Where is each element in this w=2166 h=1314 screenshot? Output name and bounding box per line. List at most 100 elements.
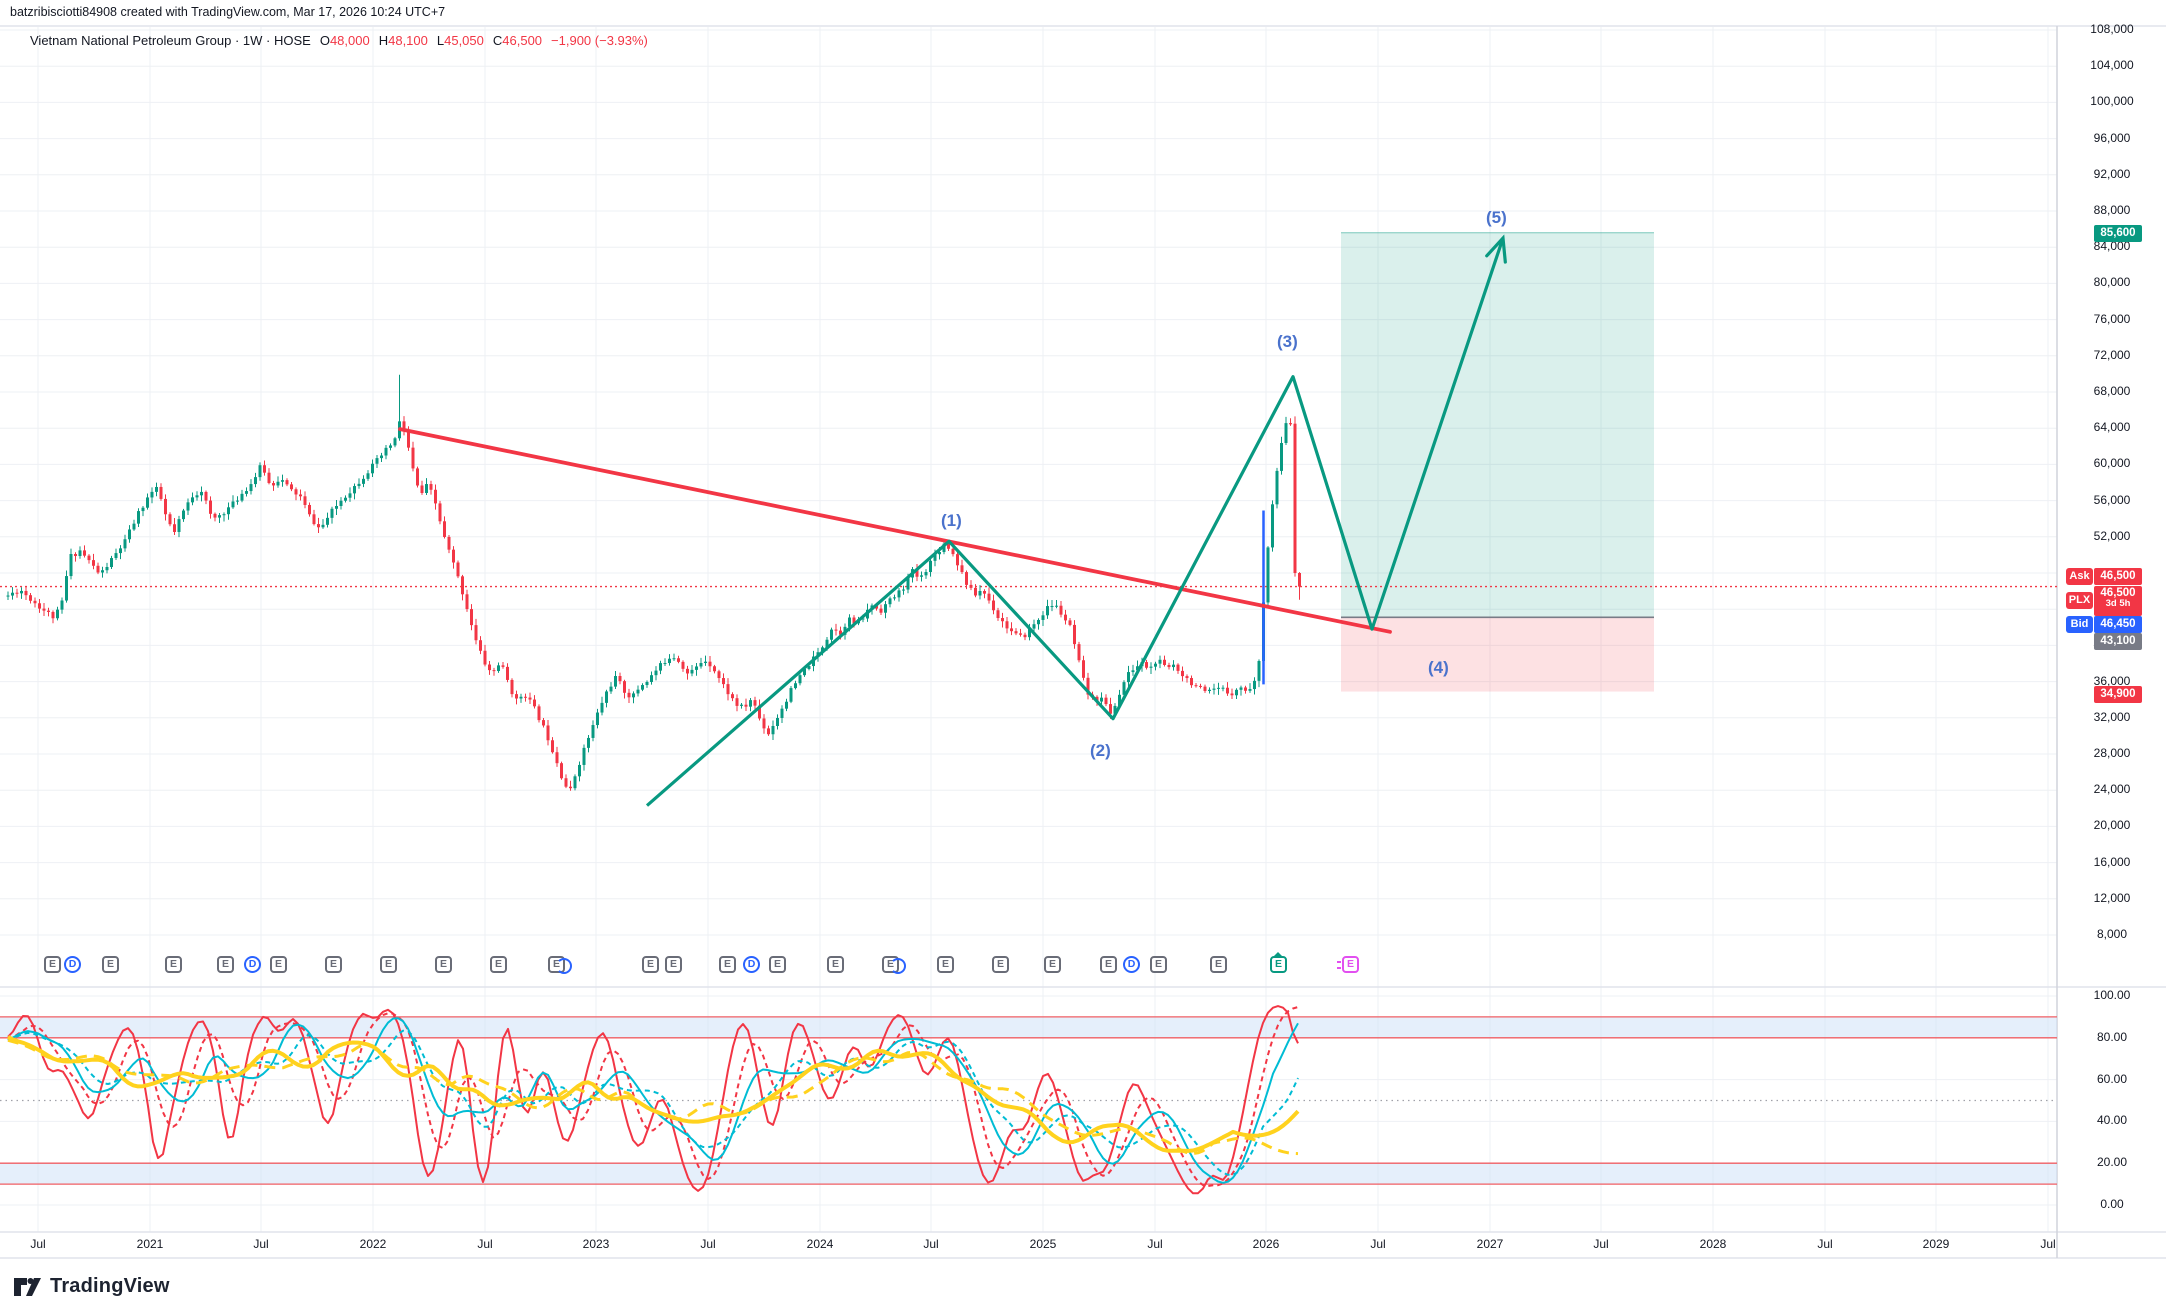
ohlc-close: C46,500 [492,33,543,48]
price-tick: 60,000 [2093,456,2131,471]
tradingview-logo[interactable]: TradingView [13,1274,170,1298]
earnings-marker[interactable]: E [380,956,397,973]
target-price-tag: 85,600 [2094,225,2142,242]
wave-label-5[interactable]: (5) [1486,208,1507,227]
earnings-marker[interactable]: E [992,956,1009,973]
earnings-marker[interactable]: E [719,956,736,973]
dividend-marker[interactable]: D [64,956,81,973]
earnings-marker[interactable]: E [435,956,452,973]
wave-label-2[interactable]: (2) [1090,741,1111,760]
time-tick: Jul [1593,1237,1609,1251]
projection-boxes[interactable] [1341,232,1654,692]
earnings-marker[interactable]: E [548,956,572,974]
time-tick: 2021 [136,1237,164,1251]
price-tick: 68,000 [2093,384,2131,398]
tradingview-logo-icon [14,1278,41,1296]
stop-price-tag: 34,900 [2094,686,2142,703]
symbol-mini-label: PLX [2066,592,2093,609]
price-tick: 20,000 [2093,818,2131,833]
symbol-legend[interactable]: Vietnam National Petroleum Group · 1W · … [30,33,648,48]
price-tick: 52,000 [2093,528,2131,543]
earnings-marker[interactable]: E [1270,952,1287,973]
earnings-marker[interactable]: E [217,956,234,973]
price-tick: 64,000 [2093,420,2131,435]
earnings-marker[interactable]: E [165,956,182,973]
oscillator-tick: 20.00 [2096,1155,2128,1170]
wave-label-3[interactable]: (3) [1277,332,1298,351]
time-tick: 2029 [1922,1237,1950,1251]
price-tick: 80,000 [2093,275,2131,290]
earnings-marker[interactable]: E [665,956,682,973]
symbol-title[interactable]: Vietnam National Petroleum Group · 1W · … [30,33,311,48]
price-tick: 16,000 [2093,854,2131,869]
price-tick: 92,000 [2093,166,2131,181]
time-tick: 2028 [1699,1237,1727,1251]
stoch-k-mid [7,1017,1299,1184]
wave-label-4[interactable]: (4) [1428,658,1449,677]
price-tick: 84,000 [2093,239,2131,254]
oscillator-tick: 60.00 [2096,1071,2128,1086]
dividend-arc-icon [890,958,906,974]
wave-label-1[interactable]: (1) [941,511,962,530]
time-tick: Jul [1817,1237,1833,1251]
price-tick: 88,000 [2093,203,2131,217]
bid-price-tag: 46,450 [2094,616,2142,633]
earnings-marker[interactable]: E [490,956,507,973]
earnings-marker[interactable]: E [642,956,659,973]
earnings-marker[interactable]: E [44,956,61,973]
wave-arrowhead [1485,234,1507,264]
time-tick: 2024 [806,1237,834,1251]
ohlc-high: H48,100 [378,33,428,48]
time-tick: 2027 [1476,1237,1504,1251]
dividend-marker[interactable]: D [743,956,760,973]
bid-mini-label: Bid [2066,616,2093,633]
price-tick: 104,000 [2090,58,2134,73]
stoch-d-fast [7,1006,1299,1187]
time-tick: Jul [1370,1237,1386,1251]
earnings-marker[interactable]: E [102,956,119,973]
price-tick: 56,000 [2093,492,2131,507]
candlestick-series [6,374,1301,791]
dividend-marker[interactable]: D [244,956,261,973]
earnings-marker[interactable]: E [882,956,906,974]
earnings-marker[interactable]: E [1044,956,1061,973]
box-boundary-price-tag: 43,100 [2094,633,2142,650]
time-tick: Jul [1147,1237,1163,1251]
time-tick: Jul [2040,1237,2056,1251]
target-box [1341,232,1654,618]
earnings-marker[interactable]: E [1100,956,1117,973]
earnings-marker[interactable]: E [325,956,342,973]
time-tick: 2026 [1252,1237,1280,1251]
earnings-marker[interactable]: E [827,956,844,973]
ask-mini-label: Ask [2066,568,2093,585]
descending-trendline[interactable] [398,427,1392,634]
pane-borders [0,25,2166,1259]
earnings-marker[interactable]: E [769,956,786,973]
price-tick: 76,000 [2093,311,2131,326]
ohlc-open: O48,000 [319,33,370,48]
dividend-marker[interactable]: D [1123,956,1140,973]
time-tick: 2025 [1029,1237,1057,1251]
oscillator-tick: 0.00 [2100,1197,2124,1211]
last-price-value: 46,500 [2100,587,2136,599]
earnings-marker[interactable]: E [937,956,954,973]
tradingview-logo-text: TradingView [50,1274,170,1297]
oscillator-tick: 100.00 [2093,988,2131,1002]
time-tick: Jul [253,1237,269,1251]
time-tick: Jul [30,1237,46,1251]
earnings-marker[interactable]: E [270,956,287,973]
time-tick: Jul [923,1237,939,1251]
time-tick: 2022 [359,1237,387,1251]
price-tick: 8,000 [2096,927,2128,941]
stoch-d-mid [7,1029,1299,1176]
elliott-wave-line[interactable] [645,237,1505,807]
earnings-marker[interactable]: E [1150,956,1167,973]
dividend-arc-icon [556,958,572,974]
ohlc-low: L45,050 [436,33,484,48]
bar-countdown: 3d 5h [2105,598,2131,609]
price-tick: 100,000 [2090,94,2134,109]
earnings-marker[interactable]: E [1337,956,1359,973]
change-value: −1,900 (−3.93%) [551,33,648,48]
earnings-marker[interactable]: E [1210,956,1227,973]
